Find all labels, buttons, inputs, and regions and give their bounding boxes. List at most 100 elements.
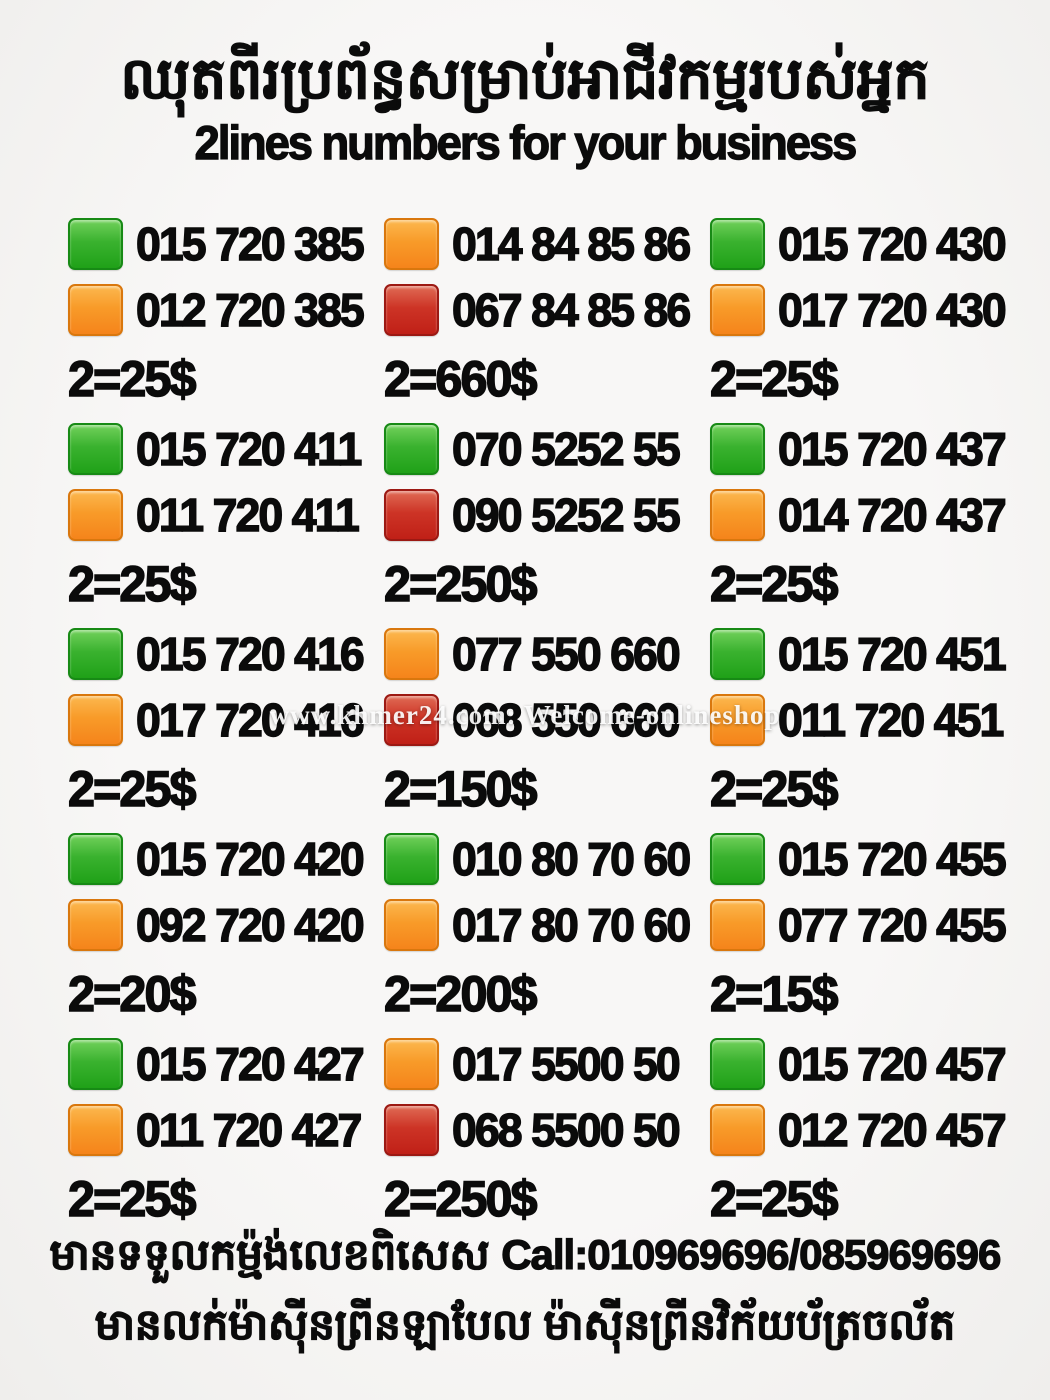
number-pair-card: 015 720 427 011 720 427 2=25$: [67, 1037, 384, 1227]
number-pair-card: 015 720 411 011 720 411 2=25$: [67, 422, 384, 613]
number-pair-card: 015 720 457 012 720 457 2=25$: [709, 1037, 1030, 1228]
green-sim-swatch: [710, 423, 765, 475]
phone-number: 015 720 455: [777, 832, 1007, 885]
green-sim-swatch: [710, 1038, 765, 1090]
number-pair-card: 014 84 85 86 067 84 85 86 2=660$: [383, 217, 710, 408]
number-pair-card: 010 80 70 60 017 80 70 60 2=200$: [383, 832, 710, 1023]
number-pair-card: 070 5252 55 090 5252 55 2=250$: [383, 422, 710, 612]
phone-number: 012 720 457: [777, 1103, 1007, 1156]
number-line: 010 80 70 60: [384, 832, 710, 886]
orange-sim-swatch: [710, 489, 765, 541]
pair-price: 2=660$: [383, 350, 538, 408]
phone-number: 015 720 451: [777, 627, 1007, 680]
number-line: 017 5500 50: [384, 1037, 710, 1091]
green-sim-swatch: [68, 628, 123, 680]
number-line: 011 720 411: [68, 488, 384, 542]
phone-number: 015 720 420: [135, 832, 365, 885]
green-sim-swatch: [384, 833, 439, 885]
phone-number: 067 84 85 86: [451, 283, 692, 336]
number-line: 014 720 437: [710, 488, 1030, 542]
number-line: 017 80 70 60: [384, 898, 710, 952]
phone-number: 015 720 427: [135, 1037, 365, 1090]
green-sim-swatch: [710, 218, 765, 270]
page-title-khmer: ឈុតពីរប្រព័ន្ធសម្រាប់អាជីវកម្មរបស់អ្នក: [120, 46, 930, 111]
pair-price: 2=25$: [709, 760, 839, 818]
green-sim-swatch: [710, 833, 765, 885]
orange-sim-swatch: [384, 218, 439, 270]
phone-number: 014 84 85 86: [451, 217, 692, 270]
pair-price: 2=250$: [383, 1170, 538, 1228]
number-pair-card: 015 720 451 011 720 451 2=25$: [709, 627, 1030, 818]
number-line: 015 720 420: [68, 832, 384, 886]
phone-number: 017 720 416: [135, 693, 365, 746]
orange-sim-swatch: [68, 694, 123, 746]
number-line: 015 720 385: [68, 217, 384, 271]
number-line: 015 720 416: [68, 627, 384, 681]
phone-number: 011 720 427: [135, 1103, 363, 1156]
watermark-text: www.khmer24.com: Welcome-onlineshop: [269, 700, 781, 730]
red-sim-swatch: [384, 284, 439, 336]
green-sim-swatch: [68, 423, 123, 475]
phone-number: 015 720 416: [135, 627, 365, 680]
number-line: 015 720 437: [710, 422, 1030, 476]
green-sim-swatch: [384, 423, 439, 475]
pair-price: 2=25$: [709, 350, 839, 408]
green-sim-swatch: [68, 1038, 123, 1090]
orange-sim-swatch: [384, 1038, 439, 1090]
number-line: 070 5252 55: [384, 422, 710, 476]
footer-products-line: មានលក់ម៉ាស៊ីនព្រីនឡាបែល ម៉ាស៊ីនព្រីនវិក័…: [94, 1301, 956, 1349]
phone-number: 017 80 70 60: [451, 898, 692, 951]
number-line: 068 550 660: [384, 693, 710, 747]
pair-price: 2=25$: [67, 760, 197, 818]
orange-sim-swatch: [710, 694, 765, 746]
phone-number: 090 5252 55: [451, 488, 681, 541]
number-line: 017 720 430: [710, 283, 1030, 337]
phone-number: 015 720 437: [777, 422, 1007, 475]
page-subtitle: 2lines numbers for your business: [194, 116, 858, 170]
footer: មានទទួលកម្ម៉ង់លេខពិសេស Call:010969696/08…: [0, 1228, 1050, 1360]
number-line: 015 720 457: [710, 1037, 1030, 1091]
orange-sim-swatch: [68, 899, 123, 951]
phone-number: 011 720 411: [135, 488, 360, 541]
number-line: 090 5252 55: [384, 488, 710, 542]
footer-contact-khmer: មានទទួលកម្ម៉ង់លេខពិសេស: [49, 1231, 502, 1279]
number-pair-card: 017 5500 50 068 5500 50 2=250$: [383, 1037, 710, 1228]
number-line: 092 720 420: [68, 898, 384, 952]
phone-number: 070 5252 55: [451, 422, 681, 475]
phone-number: 015 720 385: [135, 217, 365, 270]
pair-price: 2=15$: [709, 965, 839, 1023]
number-line: 015 720 430: [710, 217, 1030, 271]
pair-price: 2=25$: [709, 1170, 839, 1228]
footer-contact-line: មានទទួលកម្ម៉ង់លេខពិសេស Call:010969696/08…: [0, 1228, 1050, 1290]
pair-price: 2=25$: [67, 555, 197, 613]
orange-sim-swatch: [68, 1104, 123, 1156]
pair-price: 2=200$: [383, 965, 538, 1023]
numbers-grid: 015 720 385 012 720 385 2=25$ 014 84 85 86 0…: [67, 217, 1030, 1228]
number-line: 014 84 85 86: [384, 217, 710, 271]
red-sim-swatch: [384, 694, 439, 746]
orange-sim-swatch: [68, 284, 123, 336]
number-line: 017 720 416: [68, 693, 384, 747]
pair-price: 2=20$: [67, 965, 197, 1023]
number-line: 015 720 411: [68, 422, 384, 476]
number-pair-card: 015 720 455 077 720 455 2=15$: [709, 832, 1030, 1023]
pair-price: 2=25$: [709, 555, 839, 613]
pair-price: 2=25$: [67, 350, 197, 408]
footer-call-numbers: Call:010969696/085969696: [501, 1230, 1002, 1278]
phone-number: 017 5500 50: [451, 1037, 681, 1090]
red-sim-swatch: [384, 1104, 439, 1156]
number-pair-card: 015 720 416 017 720 416 2=25$: [67, 627, 384, 818]
orange-sim-swatch: [68, 489, 123, 541]
orange-sim-swatch: [384, 628, 439, 680]
number-line: 011 720 427: [68, 1103, 384, 1157]
number-line: 077 720 455: [710, 898, 1030, 952]
number-pair-card: 015 720 437 014 720 437 2=25$: [709, 422, 1030, 613]
number-line: 012 720 457: [710, 1103, 1030, 1157]
phone-number: 011 720 451: [777, 693, 1005, 746]
header: ឈុតពីរប្រព័ន្ធសម្រាប់អាជីវកម្មរបស់អ្នក 2…: [0, 0, 1050, 170]
phone-number: 015 720 411: [135, 422, 363, 475]
phone-number: 068 550 660: [451, 693, 681, 746]
phone-number: 014 720 437: [777, 488, 1007, 541]
phone-number: 077 720 455: [777, 898, 1007, 951]
